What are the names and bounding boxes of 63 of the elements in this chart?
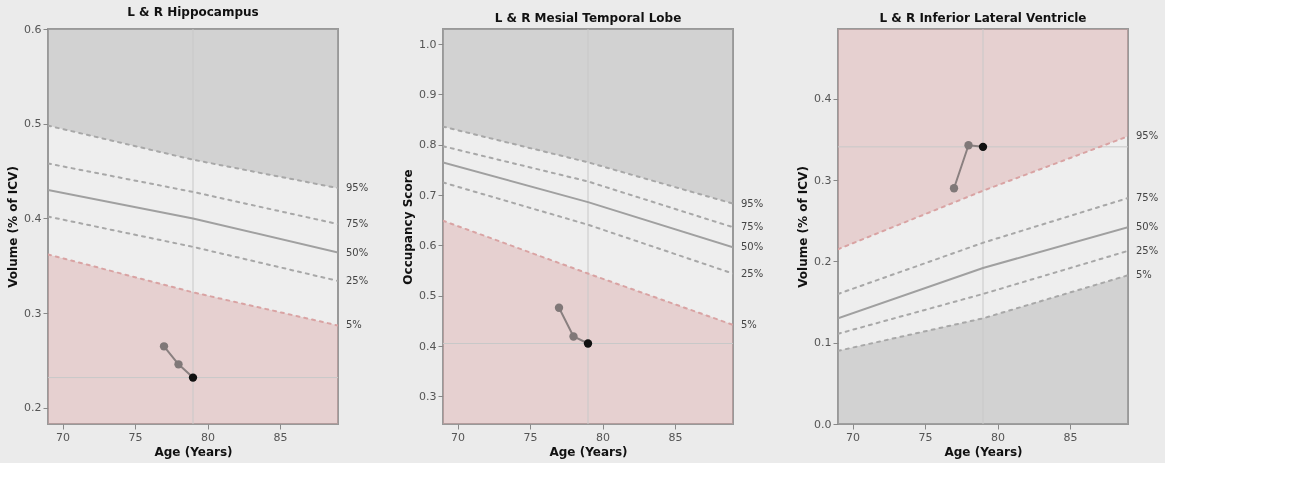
y-tick-label: 0.1	[814, 336, 832, 350]
y-tick-label: 0.5	[24, 117, 42, 131]
y-axis-title: Volume (% of ICV)	[796, 166, 811, 288]
y-tick-label: 0.3	[24, 306, 42, 320]
x-tick-label: 80	[991, 430, 1005, 444]
x-tick-label: 75	[523, 430, 538, 444]
chart-title: L & R Hippocampus	[127, 5, 259, 19]
x-tick-label: 75	[128, 430, 143, 444]
series-label: 95%	[1136, 130, 1159, 142]
point	[569, 332, 578, 341]
y-tick-label: 0.9	[419, 87, 437, 101]
point	[159, 342, 169, 351]
x-tick-label: 80	[596, 430, 610, 444]
y-tick-label: 0.2	[814, 254, 832, 268]
y-tick-label: 0.4	[814, 92, 832, 106]
y-tick-label: 0.6	[24, 22, 42, 36]
y-tick-label: 0.4	[419, 339, 437, 353]
chart-title: L & R Mesial Temporal Lobe	[494, 10, 682, 25]
x-tick-label: 70	[846, 430, 860, 444]
series-label: 50%	[1136, 221, 1159, 233]
x-tick-label: 70	[451, 430, 465, 444]
y-tick-label: 0.2	[24, 401, 42, 415]
point	[554, 303, 564, 312]
chart-title: L & R Inferior Lateral Ventricle	[879, 10, 1087, 25]
x-tick-label: 85	[273, 430, 288, 444]
series-label: 95%	[346, 182, 369, 194]
y-tick-label: 0.3	[814, 173, 832, 187]
point	[978, 142, 988, 152]
x-axis-title: Age (Years)	[549, 444, 628, 459]
y-axis-title: Occupancy Score	[401, 169, 416, 285]
x-tick-label: 75	[918, 430, 933, 444]
y-tick-label: 1.0	[419, 37, 437, 51]
y-tick-label: 0.4	[24, 211, 42, 225]
y-tick-label: 0.7	[419, 188, 437, 202]
y-tick-label: 0.3	[419, 389, 437, 403]
point	[949, 184, 959, 193]
point	[174, 360, 183, 369]
series-label: 25%	[1136, 244, 1159, 256]
x-tick-label: 70	[56, 430, 70, 444]
series-label: 75%	[346, 218, 369, 230]
y-tick-label: 0.6	[419, 238, 437, 252]
series-label: 25%	[741, 267, 764, 279]
point	[188, 373, 198, 382]
series-label: 50%	[741, 241, 764, 253]
x-tick-label: 85	[1063, 430, 1078, 444]
x-tick-label: 85	[668, 430, 683, 444]
series-label: 75%	[1136, 192, 1159, 204]
series-label: 5%	[346, 319, 362, 331]
series-label: 25%	[346, 274, 369, 286]
series-label: 5%	[741, 318, 757, 330]
x-axis-title: Age (Years)	[944, 444, 1023, 459]
series-label: 5%	[1136, 269, 1152, 281]
series-label: 95%	[741, 197, 764, 209]
y-tick-label: 0.8	[419, 138, 437, 152]
y-axis-title: Volume (% of ICV)	[6, 166, 21, 288]
point	[583, 339, 593, 348]
x-axis-title: Age (Years)	[154, 444, 233, 459]
point	[964, 141, 973, 150]
x-tick-label: 80	[201, 430, 215, 444]
series-label: 50%	[346, 246, 369, 258]
series-label: 75%	[741, 221, 764, 233]
y-tick-label: 0.5	[419, 289, 437, 303]
y-tick-label: 0.0	[814, 417, 832, 431]
